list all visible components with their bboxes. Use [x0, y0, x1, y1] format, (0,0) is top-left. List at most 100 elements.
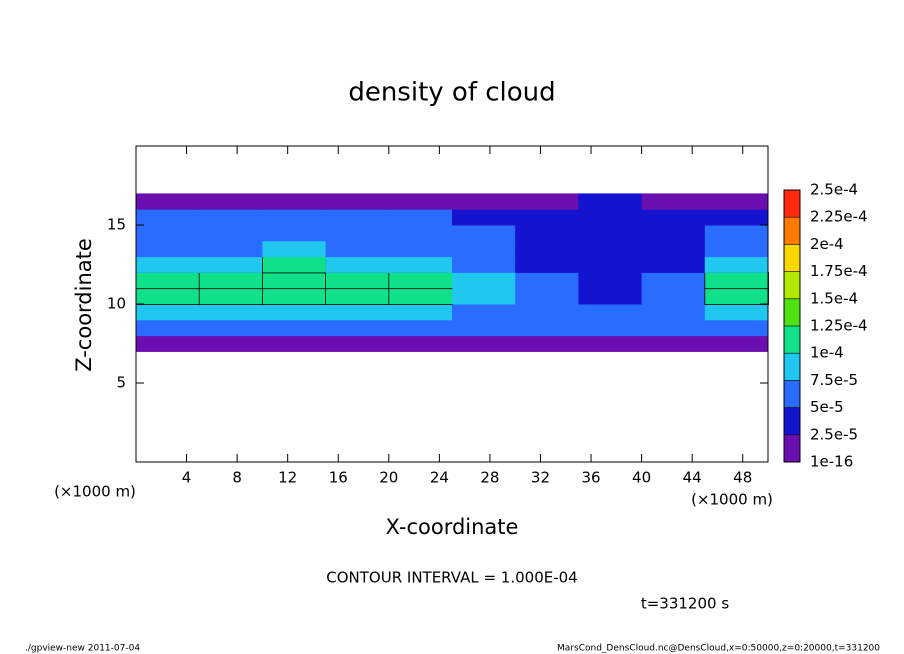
cell [578, 193, 643, 210]
colorbar-label: 2e-4 [810, 235, 844, 253]
cell [578, 256, 643, 273]
colorbar-swatch [784, 217, 800, 245]
cell [641, 272, 706, 289]
cell [452, 272, 516, 289]
x-tick-label: 12 [278, 469, 297, 487]
cell [136, 319, 200, 337]
cell [515, 209, 579, 226]
cell [262, 209, 327, 226]
cell [578, 272, 643, 289]
x-tick-label: 8 [232, 469, 242, 487]
cell [704, 209, 769, 226]
cell [325, 287, 390, 305]
contour-note: CONTOUR INTERVAL = 1.000E-04 [326, 569, 577, 587]
cell [704, 304, 769, 321]
cell [199, 304, 263, 321]
cell [452, 335, 516, 352]
cell [388, 319, 453, 337]
cell [136, 240, 200, 258]
colorbar-swatch [784, 434, 800, 462]
cell [199, 225, 263, 242]
cell [452, 225, 516, 242]
cell [388, 304, 453, 321]
time-note: t=331200 s [641, 595, 729, 613]
cell [135, 287, 201, 305]
cell [135, 271, 201, 290]
cell [325, 335, 390, 352]
colorbar-swatch [784, 380, 800, 408]
x-tick-label: 24 [430, 469, 449, 487]
cell [325, 225, 390, 242]
cell [704, 287, 769, 305]
footer: MarsCond_DensCloud.nc@DensCloud,x=0:5000… [557, 644, 880, 654]
x-tick-label: 32 [531, 469, 550, 487]
cell [515, 225, 579, 242]
cell [388, 209, 453, 226]
chart-title: density of cloud [348, 78, 555, 108]
colorbar-label: 2.25e-4 [810, 208, 868, 226]
x-tick-label: 4 [182, 469, 192, 487]
cell [452, 319, 516, 337]
cell [641, 335, 706, 352]
cell [325, 319, 390, 337]
cell [704, 271, 769, 290]
colorbar-label: 2.5e-4 [810, 181, 858, 199]
cell [704, 335, 769, 352]
colorbar-label: 1e-16 [810, 453, 853, 471]
cell [704, 240, 769, 258]
x-unit: (×1000 m) [691, 491, 773, 509]
colorbar-label: 1.75e-4 [810, 262, 868, 280]
y-tick-label: 10 [107, 295, 126, 313]
cell [262, 240, 327, 258]
x-tick-label: 48 [733, 469, 752, 487]
x-unit: (×1000 m) [54, 483, 136, 501]
cell [262, 193, 327, 210]
x-axis-label: X-coordinate [386, 515, 519, 539]
cell [198, 271, 264, 290]
colorbar-swatch [784, 244, 800, 272]
cell [325, 209, 390, 226]
cell [452, 193, 516, 210]
cell [578, 225, 643, 242]
cell [515, 319, 579, 337]
colorbar-swatch [784, 326, 800, 354]
colorbar-label: 1.25e-4 [810, 317, 868, 335]
cell [262, 319, 327, 337]
cell [515, 335, 579, 352]
x-tick-label: 44 [683, 469, 702, 487]
cell [136, 335, 200, 352]
cell [515, 256, 579, 273]
cell [578, 288, 643, 305]
cell [641, 240, 706, 258]
cell [198, 287, 264, 305]
cell [578, 335, 643, 352]
cell [388, 287, 453, 305]
cell [136, 256, 200, 273]
cell [136, 193, 200, 210]
cell [515, 288, 579, 305]
cell [515, 240, 579, 258]
cell [199, 319, 263, 337]
colorbar-swatch [784, 190, 800, 218]
cell [452, 240, 516, 258]
colorbar-swatch [784, 271, 800, 299]
footer: ./gpview-new 2011-07-04 [25, 644, 140, 654]
cell [325, 256, 390, 273]
cell [578, 304, 643, 321]
cell [261, 271, 327, 290]
colorbar-label: 5e-5 [810, 398, 844, 416]
colorbar-swatch [784, 407, 800, 435]
cell [641, 256, 706, 273]
cell [515, 193, 579, 210]
colorbar-label: 1e-4 [810, 344, 844, 362]
y-tick-label: 5 [116, 374, 126, 392]
x-tick-label: 40 [632, 469, 651, 487]
cell [641, 288, 706, 305]
cell [325, 193, 390, 210]
cell [388, 240, 453, 258]
cell [704, 256, 769, 273]
x-tick-label: 36 [581, 469, 600, 487]
cell [452, 304, 516, 321]
x-tick-label: 16 [329, 469, 348, 487]
